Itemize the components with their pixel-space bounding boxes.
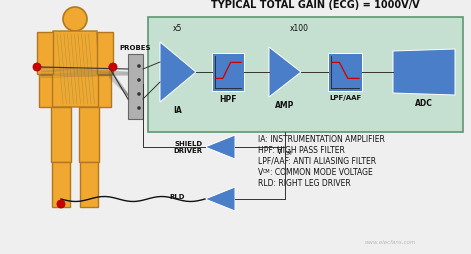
Circle shape — [137, 93, 141, 97]
Bar — [212, 54, 244, 92]
Text: : COMMON MODE VOLTAGE: : COMMON MODE VOLTAGE — [270, 167, 373, 176]
Text: RLD: RLD — [170, 193, 185, 199]
Circle shape — [109, 64, 117, 72]
Circle shape — [137, 79, 141, 83]
Text: LPF/AAF: ANTI ALIASING FILTER: LPF/AAF: ANTI ALIASING FILTER — [258, 156, 376, 165]
Bar — [80, 162, 98, 207]
Text: SHIELD
DRIVER: SHIELD DRIVER — [174, 140, 203, 153]
Text: www.elecfans.com: www.elecfans.com — [365, 239, 415, 244]
Polygon shape — [205, 187, 235, 211]
Text: HPF: HPF — [219, 95, 237, 104]
Bar — [52, 162, 70, 207]
Text: AMP: AMP — [276, 101, 295, 109]
Circle shape — [137, 107, 141, 110]
Text: LPF/AAF: LPF/AAF — [329, 95, 361, 101]
Text: IA: INSTRUMENTATION AMPLIFIER: IA: INSTRUMENTATION AMPLIFIER — [258, 134, 385, 144]
Polygon shape — [160, 43, 196, 103]
Text: RLD: RIGHT LEG DRIVER: RLD: RIGHT LEG DRIVER — [258, 178, 351, 187]
Text: PROBES: PROBES — [120, 45, 151, 51]
Circle shape — [63, 8, 87, 32]
Bar — [328, 54, 362, 92]
Text: CM: CM — [284, 150, 292, 155]
Text: TYPICAL TOTAL GAIN (ECG) = 1000V/V: TYPICAL TOTAL GAIN (ECG) = 1000V/V — [211, 0, 420, 10]
Text: CM: CM — [263, 169, 271, 174]
Text: V: V — [258, 167, 263, 176]
Bar — [97, 33, 113, 75]
Bar — [39, 76, 52, 108]
Bar — [128, 55, 143, 120]
Text: x5: x5 — [173, 24, 182, 33]
Text: ADC: ADC — [415, 99, 433, 108]
Bar — [79, 108, 99, 162]
Text: x100: x100 — [290, 24, 309, 33]
Polygon shape — [205, 135, 235, 159]
Bar — [98, 76, 111, 108]
Bar — [51, 108, 71, 162]
Circle shape — [137, 65, 141, 69]
Text: V: V — [277, 147, 282, 156]
Circle shape — [57, 200, 65, 208]
Circle shape — [33, 64, 41, 72]
Text: HPF: HIGH PASS FILTER: HPF: HIGH PASS FILTER — [258, 146, 345, 154]
Polygon shape — [50, 32, 100, 108]
Text: IA: IA — [174, 106, 182, 115]
Polygon shape — [269, 48, 301, 98]
Bar — [148, 18, 463, 133]
Polygon shape — [393, 50, 455, 96]
Bar — [37, 33, 53, 75]
